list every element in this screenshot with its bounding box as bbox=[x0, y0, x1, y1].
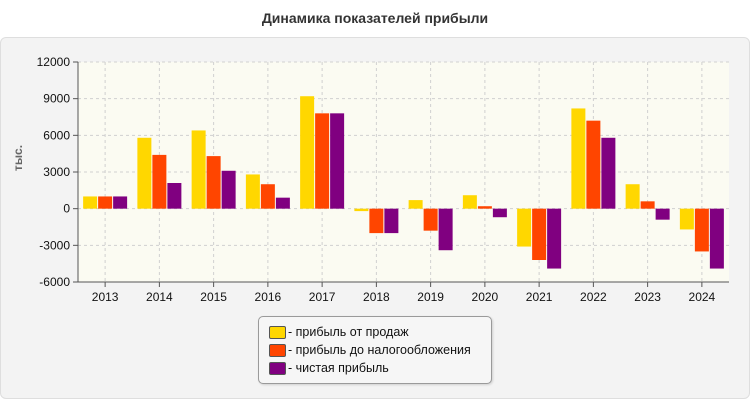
bar bbox=[113, 196, 128, 209]
legend-label: - прибыль от продаж bbox=[288, 325, 409, 339]
bar bbox=[586, 120, 601, 209]
bar bbox=[221, 170, 236, 209]
bar bbox=[275, 197, 290, 209]
y-tick-label: 0 bbox=[63, 202, 70, 216]
x-tick-label: 2014 bbox=[146, 290, 173, 304]
bar bbox=[137, 137, 152, 209]
bar bbox=[83, 196, 98, 209]
chart-legend: - прибыль от продаж - прибыль до налогоо… bbox=[258, 316, 492, 384]
bar bbox=[423, 208, 438, 231]
y-tick-label: -6000 bbox=[39, 275, 70, 289]
legend-item-pretax-profit: - прибыль до налогообложения bbox=[269, 341, 471, 359]
bar bbox=[640, 201, 655, 209]
bar bbox=[601, 137, 616, 209]
x-tick-label: 2015 bbox=[200, 290, 227, 304]
legend-swatch-pretax-profit bbox=[269, 343, 286, 357]
x-tick-label: 2024 bbox=[689, 290, 716, 304]
bar bbox=[408, 200, 423, 209]
legend-item-net-profit: - чистая прибыль bbox=[269, 359, 389, 377]
bar bbox=[655, 208, 670, 220]
bar bbox=[330, 113, 345, 209]
legend-item-sales-profit: - прибыль от продаж bbox=[269, 323, 409, 341]
x-tick-label: 2013 bbox=[92, 290, 119, 304]
bar bbox=[625, 184, 640, 209]
bar bbox=[694, 208, 709, 252]
bar bbox=[354, 208, 369, 212]
bar bbox=[300, 96, 315, 209]
y-axis-label: тыс. bbox=[11, 145, 25, 171]
bar bbox=[462, 195, 477, 209]
chart-title: Динамика показателей прибыли bbox=[261, 10, 489, 26]
bar bbox=[547, 208, 562, 269]
bar bbox=[679, 208, 694, 230]
bar bbox=[571, 108, 586, 209]
y-tick-label: 9000 bbox=[43, 92, 70, 106]
bar bbox=[709, 208, 724, 269]
x-tick-label: 2023 bbox=[634, 290, 661, 304]
y-tick-label: 12000 bbox=[37, 55, 71, 69]
bar bbox=[384, 208, 399, 234]
bar bbox=[206, 156, 221, 209]
bar bbox=[315, 113, 330, 209]
x-tick-label: 2019 bbox=[417, 290, 444, 304]
x-tick-label: 2020 bbox=[472, 290, 499, 304]
x-tick-label: 2016 bbox=[255, 290, 282, 304]
legend-label: - чистая прибыль bbox=[288, 361, 389, 375]
bar bbox=[532, 208, 547, 260]
bar bbox=[517, 208, 532, 247]
bar bbox=[492, 208, 507, 218]
y-tick-label: 3000 bbox=[43, 165, 70, 179]
bar bbox=[245, 174, 260, 209]
bar bbox=[167, 183, 182, 209]
bar bbox=[438, 208, 453, 251]
bar bbox=[98, 196, 113, 209]
x-tick-label: 2017 bbox=[309, 290, 336, 304]
bar bbox=[369, 208, 384, 234]
y-tick-label: 6000 bbox=[43, 128, 70, 142]
bar bbox=[477, 206, 492, 209]
x-tick-label: 2018 bbox=[363, 290, 390, 304]
legend-swatch-net-profit bbox=[269, 361, 286, 375]
legend-swatch-sales-profit bbox=[269, 325, 286, 339]
y-tick-label: -3000 bbox=[39, 238, 70, 252]
bar bbox=[152, 154, 167, 209]
x-tick-label: 2022 bbox=[580, 290, 607, 304]
legend-label: - прибыль до налогообложения bbox=[288, 343, 471, 357]
bar bbox=[191, 130, 206, 209]
x-tick-label: 2021 bbox=[526, 290, 553, 304]
bar bbox=[260, 184, 275, 209]
